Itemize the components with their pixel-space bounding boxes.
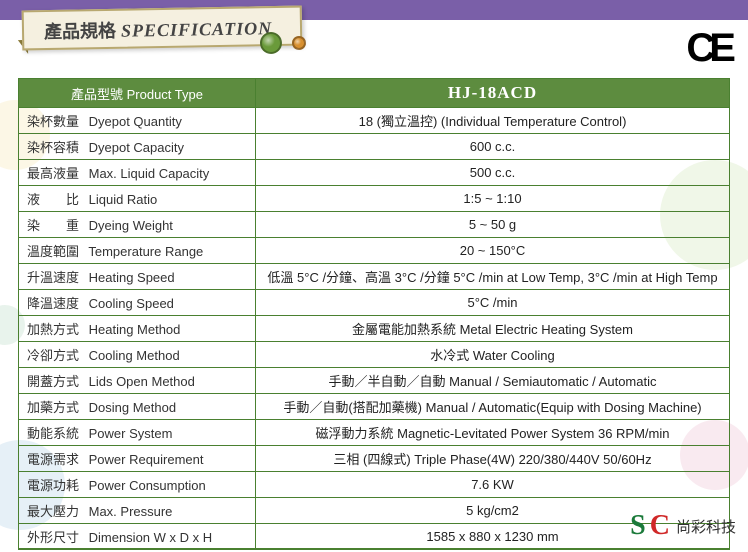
- row-label: 染杯數量 Dyepot Quantity: [19, 108, 256, 134]
- row-label: 溫度範圍 Temperature Range: [19, 238, 256, 264]
- title-en: SPECIFICATION: [121, 18, 272, 41]
- logo-text: 尚彩科技: [676, 516, 736, 537]
- company-logo: SC 尚彩科技: [630, 510, 736, 542]
- row-value: 磁浮動力系統 Magnetic-Levitated Power System 3…: [256, 420, 730, 446]
- spec-table: 產品型號 Product Type HJ-18ACD 染杯數量 Dyepot Q…: [18, 78, 730, 550]
- row-label: 液 比 Liquid Ratio: [19, 186, 256, 212]
- row-label: 染 重 Dyeing Weight: [19, 212, 256, 238]
- table-row: 染 重 Dyeing Weight5 ~ 50 g: [19, 212, 730, 238]
- table-row: 開蓋方式 Lids Open Method手動／半自動／自動 Manual / …: [19, 368, 730, 394]
- table-row: 降溫速度 Cooling Speed5°C /min: [19, 290, 730, 316]
- table-row: 溫度範圍 Temperature Range20 ~ 150°C: [19, 238, 730, 264]
- row-value: 18 (獨立溫控) (Individual Temperature Contro…: [256, 108, 730, 134]
- table-row: 液 比 Liquid Ratio1:5 ~ 1:10: [19, 186, 730, 212]
- decorative-buttons: [260, 32, 306, 54]
- table-row: 最高液量 Max. Liquid Capacity500 c.c.: [19, 160, 730, 186]
- table-header-row: 產品型號 Product Type HJ-18ACD: [19, 79, 730, 108]
- row-value: 金屬電能加熱系統 Metal Electric Heating System: [256, 316, 730, 342]
- table-row: 加藥方式 Dosing Method手動／自動(搭配加藥機) Manual / …: [19, 394, 730, 420]
- row-label: 升溫速度 Heating Speed: [19, 264, 256, 290]
- table-row: 染杯容積 Dyepot Capacity600 c.c.: [19, 134, 730, 160]
- deco-button-icon: [292, 36, 306, 50]
- row-value: 500 c.c.: [256, 160, 730, 186]
- row-value: 5 ~ 50 g: [256, 212, 730, 238]
- deco-button-icon: [260, 32, 282, 54]
- row-label: 電源功耗 Power Consumption: [19, 472, 256, 498]
- ce-mark-icon: CE: [686, 26, 730, 71]
- table-row: 最大壓力 Max. Pressure5 kg/cm2: [19, 498, 730, 524]
- row-label: 降溫速度 Cooling Speed: [19, 290, 256, 316]
- row-label: 加熱方式 Heating Method: [19, 316, 256, 342]
- row-label: 外形尺寸 Dimension W x D x H: [19, 524, 256, 550]
- table-row: 電源功耗 Power Consumption7.6 KW: [19, 472, 730, 498]
- table-row: 加熱方式 Heating Method金屬電能加熱系統 Metal Electr…: [19, 316, 730, 342]
- row-label: 開蓋方式 Lids Open Method: [19, 368, 256, 394]
- row-label: 加藥方式 Dosing Method: [19, 394, 256, 420]
- table-row: 外形尺寸 Dimension W x D x H1585 x 880 x 123…: [19, 524, 730, 550]
- header-value-col: HJ-18ACD: [256, 79, 730, 108]
- row-value: 手動／自動(搭配加藥機) Manual / Automatic(Equip wi…: [256, 394, 730, 420]
- row-value: 水冷式 Water Cooling: [256, 342, 730, 368]
- header: 產品規格 SPECIFICATION CE: [0, 20, 748, 68]
- table-row: 動能系統 Power System磁浮動力系統 Magnetic-Levitat…: [19, 420, 730, 446]
- row-label: 冷卻方式 Cooling Method: [19, 342, 256, 368]
- row-value: 5°C /min: [256, 290, 730, 316]
- row-label: 最高液量 Max. Liquid Capacity: [19, 160, 256, 186]
- row-value: 7.6 KW: [256, 472, 730, 498]
- row-label: 最大壓力 Max. Pressure: [19, 498, 256, 524]
- row-value: 20 ~ 150°C: [256, 238, 730, 264]
- row-value: 600 c.c.: [256, 134, 730, 160]
- table-row: 染杯數量 Dyepot Quantity18 (獨立溫控) (Individua…: [19, 108, 730, 134]
- row-value: 三相 (四線式) Triple Phase(4W) 220/380/440V 5…: [256, 446, 730, 472]
- row-value: 低溫 5°C /分鐘、高溫 3°C /分鐘 5°C /min at Low Te…: [256, 264, 730, 290]
- table-row: 升溫速度 Heating Speed低溫 5°C /分鐘、高溫 3°C /分鐘 …: [19, 264, 730, 290]
- title-zh: 產品規格: [44, 21, 116, 42]
- row-value: 1:5 ~ 1:10: [256, 186, 730, 212]
- logo-s: S: [630, 510, 646, 542]
- row-value: 手動／半自動／自動 Manual / Semiautomatic / Autom…: [256, 368, 730, 394]
- table-row: 冷卻方式 Cooling Method水冷式 Water Cooling: [19, 342, 730, 368]
- table-row: 電源需求 Power Requirement三相 (四線式) Triple Ph…: [19, 446, 730, 472]
- header-label-col: 產品型號 Product Type: [19, 79, 256, 108]
- logo-c: C: [650, 510, 670, 542]
- row-label: 動能系統 Power System: [19, 420, 256, 446]
- row-label: 電源需求 Power Requirement: [19, 446, 256, 472]
- row-label: 染杯容積 Dyepot Capacity: [19, 134, 256, 160]
